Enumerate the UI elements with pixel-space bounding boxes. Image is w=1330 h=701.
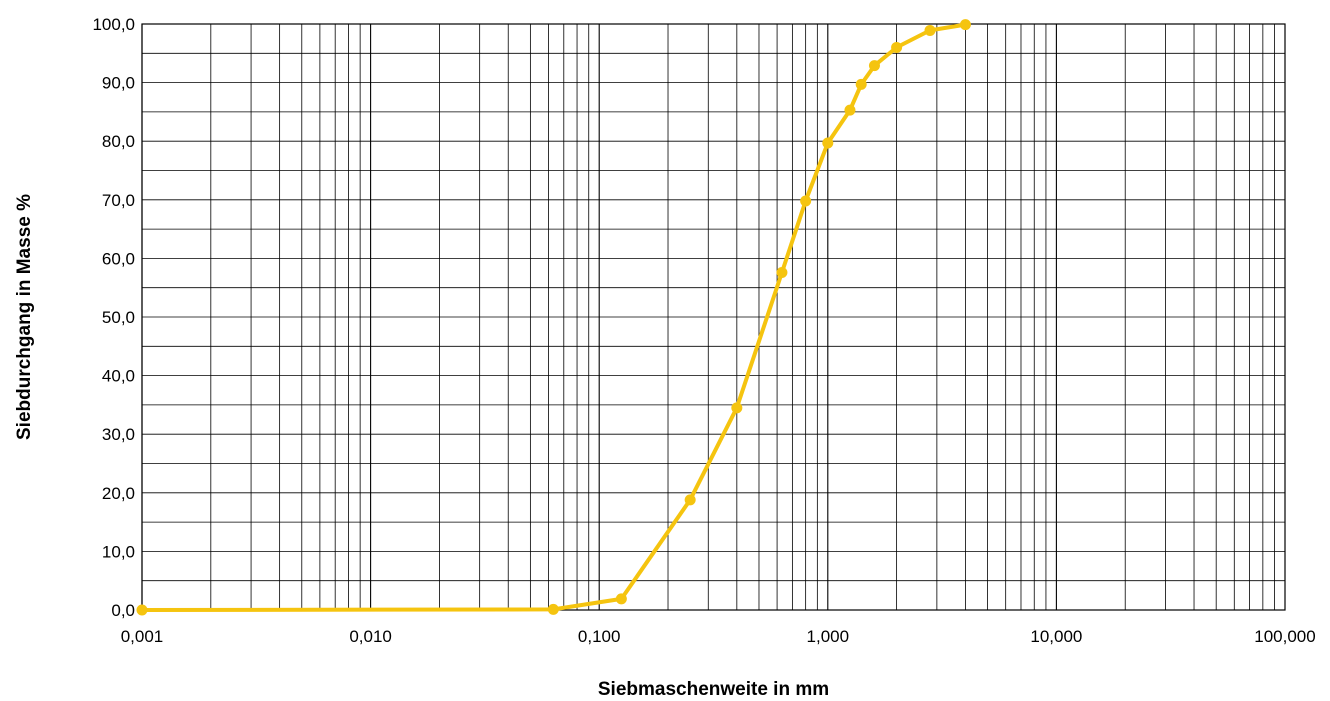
- data-point: [924, 24, 936, 36]
- data-point: [684, 494, 696, 506]
- x-tick-label: 0,100: [578, 627, 621, 646]
- data-point: [891, 41, 903, 53]
- data-point: [136, 604, 148, 616]
- y-axis-title: Siebdurchgang in Masse %: [14, 194, 35, 440]
- data-point: [868, 60, 880, 72]
- x-tick-label: 100,000: [1254, 627, 1315, 646]
- y-tick-label: 30,0: [102, 425, 135, 444]
- data-point: [855, 78, 867, 90]
- data-point: [959, 19, 971, 31]
- x-tick-label: 10,000: [1030, 627, 1082, 646]
- data-point: [844, 104, 856, 116]
- y-tick-label: 70,0: [102, 191, 135, 210]
- y-tick-label: 100,0: [92, 15, 135, 34]
- data-point: [731, 402, 743, 414]
- data-series: [136, 19, 971, 616]
- y-tick-label: 80,0: [102, 132, 135, 151]
- data-point: [776, 266, 788, 278]
- x-tick-label: 0,010: [349, 627, 392, 646]
- plot-area-border: [141, 23, 1286, 611]
- data-point: [615, 593, 627, 605]
- y-tick-label: 60,0: [102, 249, 135, 268]
- x-tick-label: 1,000: [807, 627, 850, 646]
- y-axis-tick-labels: 0,0 10,0 20,0 30,0 40,0 50,0 60,0 70,0 80,0 90,0 1…: [92, 15, 135, 620]
- data-point: [547, 603, 559, 615]
- y-tick-label: 90,0: [102, 74, 135, 93]
- x-axis-tick-labels: 0,001 0,010 0,100 1,000 10,000 100,000: [121, 627, 1316, 646]
- x-axis-title: Siebmaschenweite in mm: [598, 679, 829, 700]
- y-tick-label: 0,0: [111, 601, 135, 620]
- grid-lines: [141, 23, 1285, 611]
- x-tick-label: 0,001: [121, 627, 164, 646]
- data-point: [822, 137, 834, 149]
- y-tick-label: 10,0: [102, 542, 135, 561]
- y-tick-label: 20,0: [102, 484, 135, 503]
- data-point: [800, 195, 812, 207]
- y-tick-label: 40,0: [102, 367, 135, 386]
- y-tick-label: 50,0: [102, 308, 135, 327]
